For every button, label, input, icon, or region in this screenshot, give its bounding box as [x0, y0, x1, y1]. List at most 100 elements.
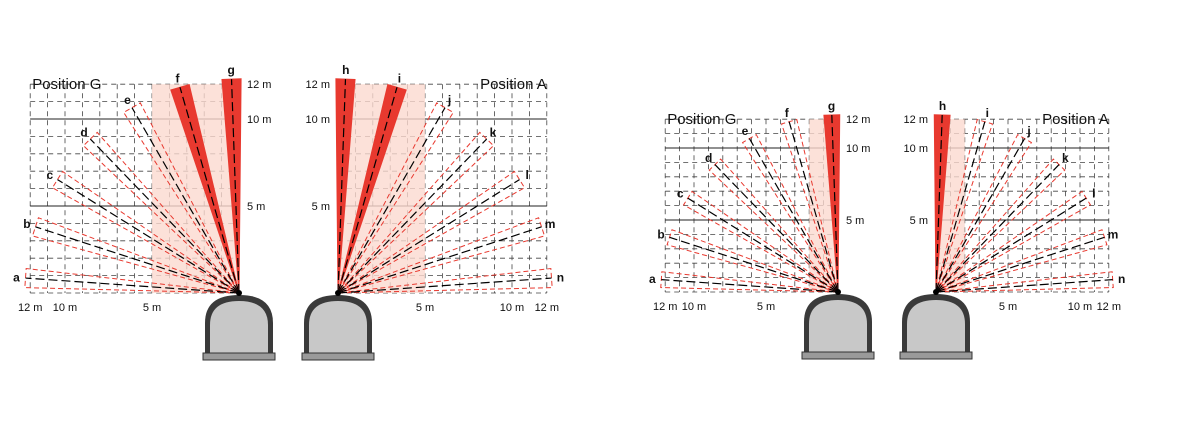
zone-d: [82, 131, 240, 294]
zone-label-n: n: [557, 270, 564, 284]
zone-label-f: f: [176, 72, 181, 86]
zone-label-g: g: [228, 63, 235, 77]
y-scale-label: 5 m: [846, 215, 864, 227]
x-scale-label: 5 m: [999, 301, 1017, 313]
beam-line-b: [35, 226, 240, 294]
beam-line-c: [687, 197, 839, 293]
beam-line-a: [25, 277, 240, 294]
y-scale-label: 12 m: [904, 114, 928, 126]
zone-l: [337, 170, 526, 294]
beam-line-n: [935, 279, 1113, 293]
zone-label-d: d: [80, 126, 87, 140]
x-scale-label: 12 m: [1097, 301, 1121, 313]
beam-line-e: [748, 138, 839, 293]
x-scale-label: 10 m: [1068, 301, 1092, 313]
y-scale-label: 5 m: [312, 201, 330, 213]
panel-position-g-1: a b c d e f g Position G 12 m 10 m 5 m 12 m 10 m 5 m: [649, 99, 875, 360]
x-scale-label: 12 m: [653, 301, 677, 313]
beam-line-l: [935, 197, 1087, 293]
beam-line-d: [714, 164, 839, 293]
zone-label-e: e: [742, 124, 749, 138]
zone-c: [51, 170, 240, 294]
zone-n: [337, 267, 553, 294]
zone-label-m: m: [1108, 227, 1119, 241]
sensor-origin: [933, 289, 939, 295]
beam-line-f: [788, 121, 839, 293]
y-scale-label: 5 m: [247, 201, 265, 213]
sensor-lens: [309, 301, 367, 353]
beam-line-i: [935, 121, 986, 293]
sensor-base: [899, 351, 973, 360]
sensor-lens: [907, 300, 965, 352]
zone-m: [337, 217, 546, 294]
beam-line-d: [89, 138, 240, 294]
y-scale-label: 10 m: [247, 114, 271, 126]
sensor-lens: [809, 300, 867, 352]
zone-label-a: a: [649, 272, 656, 286]
panel-title: Position G: [667, 111, 736, 128]
zone-label-b: b: [23, 217, 30, 231]
panel-title: Position G: [32, 76, 101, 93]
y-scale-label: 5 m: [910, 215, 928, 227]
zone-label-e: e: [124, 93, 131, 107]
zone-label-j: j: [1026, 124, 1030, 138]
sensor-origin: [835, 289, 841, 295]
zone-j: [337, 102, 455, 294]
panel-title: Position A: [1042, 111, 1109, 128]
zone-label-k: k: [490, 126, 497, 140]
x-scale-label: 5 m: [143, 302, 161, 314]
zone-i: [337, 84, 407, 294]
beam-line-m: [337, 226, 542, 294]
sensor-base: [301, 352, 375, 361]
beam-line-h: [337, 79, 347, 294]
beam-line-j: [935, 138, 1026, 293]
y-scale-label: 12 m: [306, 79, 330, 91]
zone-label-i: i: [986, 106, 989, 120]
beam-line-m: [935, 236, 1105, 293]
beam-line-f: [179, 87, 240, 294]
zone-a: [24, 267, 240, 294]
beam-line-l: [337, 179, 520, 294]
beam-line-e: [131, 107, 240, 294]
zone-b: [666, 229, 839, 293]
sensor-origin: [236, 290, 242, 296]
y-scale-label: 12 m: [247, 79, 271, 91]
x-scale-label: 5 m: [416, 302, 434, 314]
beam-line-g: [831, 114, 839, 293]
zone-label-c: c: [677, 186, 684, 200]
zone-g: [823, 114, 841, 293]
panel-position-g-0: a b c d e f g Position G 12 m 10 m 5 m 12 m 10 m 5 m: [13, 63, 276, 361]
x-scale-label: 12 m: [535, 302, 559, 314]
zone-label-b: b: [657, 227, 664, 241]
zone-label-j: j: [447, 93, 451, 107]
y-scale-label: 12 m: [846, 114, 870, 126]
x-scale-label: 10 m: [53, 302, 77, 314]
x-scale-label: 10 m: [682, 301, 706, 313]
beam-line-k: [935, 164, 1060, 293]
zone-label-m: m: [545, 217, 556, 231]
beam-line-c: [57, 179, 240, 294]
beam-line-h: [935, 114, 943, 293]
y-scale-label: 10 m: [846, 143, 870, 155]
beam-line-g: [230, 79, 240, 294]
zone-f: [170, 84, 240, 294]
zone-e: [122, 102, 240, 294]
zone-label-k: k: [1062, 151, 1069, 165]
x-scale-label: 5 m: [757, 301, 775, 313]
beam-line-j: [337, 107, 446, 294]
zone-label-h: h: [939, 99, 946, 113]
beam-line-n: [337, 277, 552, 294]
zone-label-f: f: [785, 106, 790, 120]
panel-title: Position A: [480, 76, 547, 93]
sensor-base: [801, 351, 875, 360]
zone-label-g: g: [828, 99, 835, 113]
zone-k: [337, 131, 495, 294]
zone-b: [31, 217, 240, 294]
y-scale-label: 10 m: [306, 114, 330, 126]
y-scale-label: 10 m: [904, 143, 928, 155]
x-scale-label: 10 m: [500, 302, 524, 314]
zone-label-i: i: [398, 72, 401, 86]
zone-label-c: c: [47, 168, 54, 182]
beam-line-k: [337, 138, 488, 294]
